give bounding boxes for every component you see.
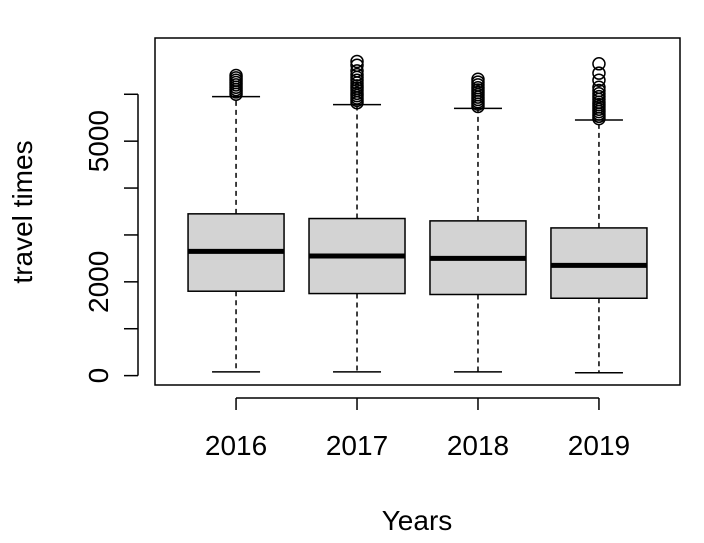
outlier-point bbox=[350, 54, 364, 69]
outlier-point bbox=[350, 64, 364, 78]
outlier-point bbox=[592, 80, 606, 94]
x-tick-label: 2017 bbox=[326, 430, 388, 461]
x-axis-label: Years bbox=[382, 505, 453, 536]
outlier-point bbox=[592, 57, 606, 71]
x-tick-label: 2016 bbox=[205, 430, 267, 461]
outlier-point bbox=[592, 83, 606, 98]
x-tick-label: 2019 bbox=[568, 430, 630, 461]
boxes-layer bbox=[187, 54, 648, 374]
x-axis: 2016 2017 2018 2019 bbox=[205, 397, 630, 461]
y-tick-label: 5000 bbox=[83, 110, 114, 172]
box-2018 bbox=[429, 72, 527, 373]
y-axis-label: travel times bbox=[7, 140, 38, 283]
outlier-point bbox=[350, 67, 364, 82]
outlier-point bbox=[592, 66, 606, 80]
y-axis: 0 2000 5000 bbox=[83, 93, 139, 384]
y-tick-label: 0 bbox=[83, 368, 114, 384]
outlier-point bbox=[592, 87, 606, 101]
outlier-point bbox=[471, 72, 485, 87]
box-2019 bbox=[550, 57, 648, 374]
y-tick-label: 2000 bbox=[83, 251, 114, 313]
outlier-point bbox=[350, 58, 364, 72]
x-tick-label: 2018 bbox=[447, 430, 509, 461]
plot-frame bbox=[154, 37, 681, 386]
outlier-point bbox=[229, 68, 243, 83]
box-2017 bbox=[308, 54, 406, 373]
box-2016 bbox=[187, 68, 285, 373]
outlier-point bbox=[592, 73, 606, 87]
